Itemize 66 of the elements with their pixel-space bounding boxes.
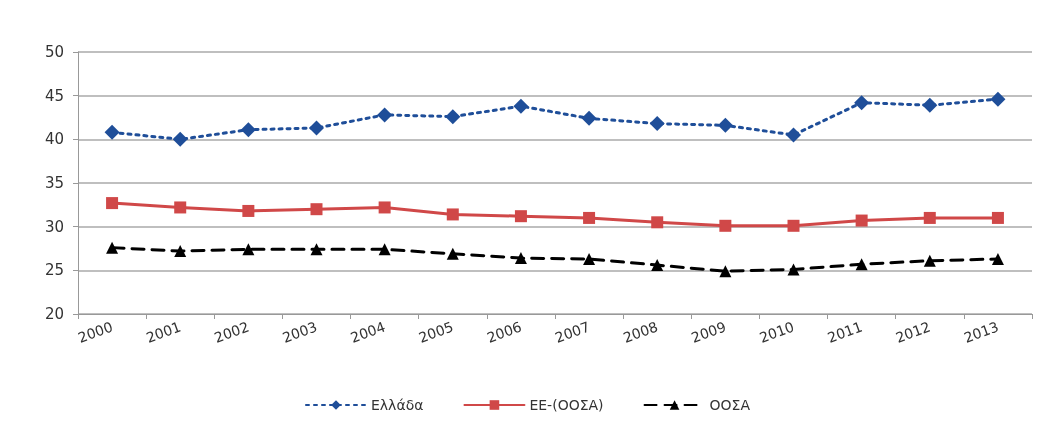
y-tick-label: 50 [44, 43, 64, 61]
point [583, 211, 596, 224]
point [445, 109, 461, 125]
y-tick-label: 30 [44, 217, 64, 236]
point [242, 243, 255, 256]
point [786, 127, 801, 143]
x-tick-label: 2000 [75, 318, 115, 346]
x-tick-label: 2005 [416, 318, 456, 346]
x-tick-label: 2003 [280, 318, 320, 346]
point [514, 210, 527, 223]
y-tick-label: 40 [44, 130, 64, 149]
x-tick-label: 2002 [212, 318, 252, 346]
point [583, 252, 596, 265]
point [310, 203, 323, 216]
point [991, 252, 1004, 265]
point [174, 201, 187, 214]
point [377, 107, 393, 123]
y-tick-label: 25 [44, 261, 64, 280]
point [855, 214, 868, 227]
point [855, 258, 868, 271]
y-tick-label: 20 [44, 305, 64, 323]
x-tick-label: 2012 [893, 318, 933, 346]
point [923, 254, 936, 267]
point [378, 201, 391, 214]
point [922, 97, 938, 113]
x-tick-label: 2013 [961, 318, 1001, 346]
legend-label: ΕΕ-(ΟΟΣΑ) [529, 397, 604, 413]
point [787, 263, 800, 276]
point [719, 219, 732, 232]
y-tick-label: 35 [44, 174, 64, 192]
point [581, 110, 597, 126]
point [787, 219, 800, 232]
point [240, 122, 256, 138]
point [923, 211, 936, 224]
x-tick-label: 2001 [143, 318, 183, 346]
point [172, 131, 188, 147]
point [719, 265, 732, 278]
point [854, 95, 870, 111]
legend-label: Ελλάδα [370, 397, 424, 413]
x-tick-label: 2006 [484, 318, 524, 346]
point [717, 117, 733, 133]
x-tick-label: 2011 [825, 318, 865, 346]
point [990, 91, 1006, 107]
point [242, 204, 255, 217]
point [310, 243, 323, 256]
point [513, 98, 529, 114]
point [309, 120, 324, 136]
x-tick-label: 2009 [689, 318, 729, 346]
point [104, 124, 120, 140]
point [651, 259, 664, 272]
point [174, 245, 187, 258]
point [651, 216, 664, 229]
point [378, 243, 391, 256]
point [991, 211, 1004, 224]
x-tick-label: 2004 [348, 318, 388, 346]
point [446, 247, 459, 260]
y-tick-label: 45 [44, 86, 64, 105]
point [649, 116, 665, 132]
point [106, 197, 119, 210]
point [106, 241, 119, 254]
point [446, 208, 459, 221]
x-tick-label: 2007 [552, 318, 592, 346]
point [514, 252, 527, 265]
x-tick-label: 2008 [620, 318, 660, 346]
x-tick-label: 2010 [757, 318, 797, 346]
legend-label: ΟΟΣΑ [709, 397, 751, 413]
